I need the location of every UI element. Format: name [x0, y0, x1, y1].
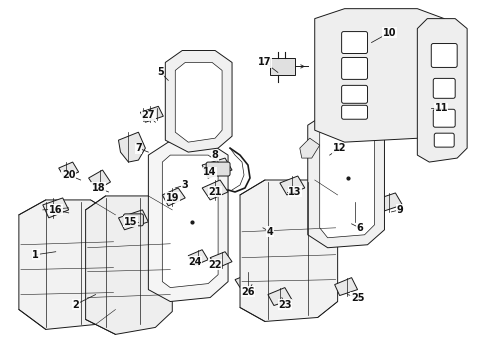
Polygon shape	[319, 122, 374, 238]
Text: 15: 15	[123, 217, 137, 227]
Text: 12: 12	[332, 143, 346, 153]
FancyBboxPatch shape	[433, 133, 453, 147]
Polygon shape	[235, 272, 262, 291]
Polygon shape	[210, 252, 232, 268]
Polygon shape	[374, 193, 402, 212]
Text: 21: 21	[208, 187, 222, 197]
Polygon shape	[19, 200, 115, 329]
Text: 1: 1	[32, 250, 39, 260]
Polygon shape	[240, 180, 337, 321]
FancyBboxPatch shape	[341, 58, 367, 80]
Text: 20: 20	[62, 170, 75, 180]
Text: 23: 23	[278, 300, 291, 310]
Text: 4: 4	[266, 227, 273, 237]
Text: 7: 7	[135, 143, 142, 153]
Polygon shape	[140, 106, 163, 122]
Polygon shape	[279, 176, 304, 195]
Polygon shape	[188, 250, 208, 266]
Polygon shape	[299, 138, 319, 158]
Polygon shape	[85, 196, 172, 334]
Polygon shape	[118, 210, 148, 230]
Text: 6: 6	[355, 223, 362, 233]
Text: 2: 2	[72, 300, 79, 310]
Polygon shape	[175, 62, 222, 142]
Polygon shape	[314, 9, 443, 142]
FancyBboxPatch shape	[430, 44, 456, 67]
Polygon shape	[307, 112, 384, 248]
Text: 10: 10	[382, 28, 395, 37]
Polygon shape	[165, 50, 232, 152]
FancyBboxPatch shape	[206, 162, 229, 176]
Polygon shape	[416, 19, 466, 162]
Text: 19: 19	[165, 193, 179, 203]
Text: 17: 17	[258, 58, 271, 67]
Text: 9: 9	[395, 205, 402, 215]
Text: 14: 14	[203, 167, 217, 177]
Polygon shape	[118, 132, 145, 162]
Text: 27: 27	[142, 110, 155, 120]
Polygon shape	[59, 162, 79, 178]
Polygon shape	[202, 180, 227, 200]
Text: 8: 8	[211, 150, 218, 160]
Text: 11: 11	[434, 103, 447, 113]
Polygon shape	[334, 278, 357, 296]
Polygon shape	[88, 170, 110, 190]
FancyBboxPatch shape	[432, 78, 454, 98]
Text: 25: 25	[350, 293, 364, 302]
FancyBboxPatch shape	[123, 214, 143, 226]
Text: 5: 5	[157, 67, 163, 77]
Text: 26: 26	[241, 287, 254, 297]
Polygon shape	[148, 142, 227, 302]
Text: 24: 24	[188, 257, 202, 267]
Polygon shape	[269, 58, 294, 75]
Polygon shape	[42, 198, 68, 218]
Polygon shape	[162, 188, 185, 206]
Text: 13: 13	[287, 187, 301, 197]
FancyBboxPatch shape	[341, 85, 367, 103]
Polygon shape	[202, 158, 232, 178]
Polygon shape	[162, 155, 218, 288]
Text: 16: 16	[49, 205, 62, 215]
Text: 18: 18	[92, 183, 105, 193]
Text: 3: 3	[182, 180, 188, 190]
FancyBboxPatch shape	[341, 32, 367, 54]
Text: 22: 22	[208, 260, 222, 270]
Polygon shape	[267, 288, 291, 306]
FancyBboxPatch shape	[341, 105, 367, 119]
FancyBboxPatch shape	[432, 109, 454, 127]
Polygon shape	[339, 202, 367, 222]
